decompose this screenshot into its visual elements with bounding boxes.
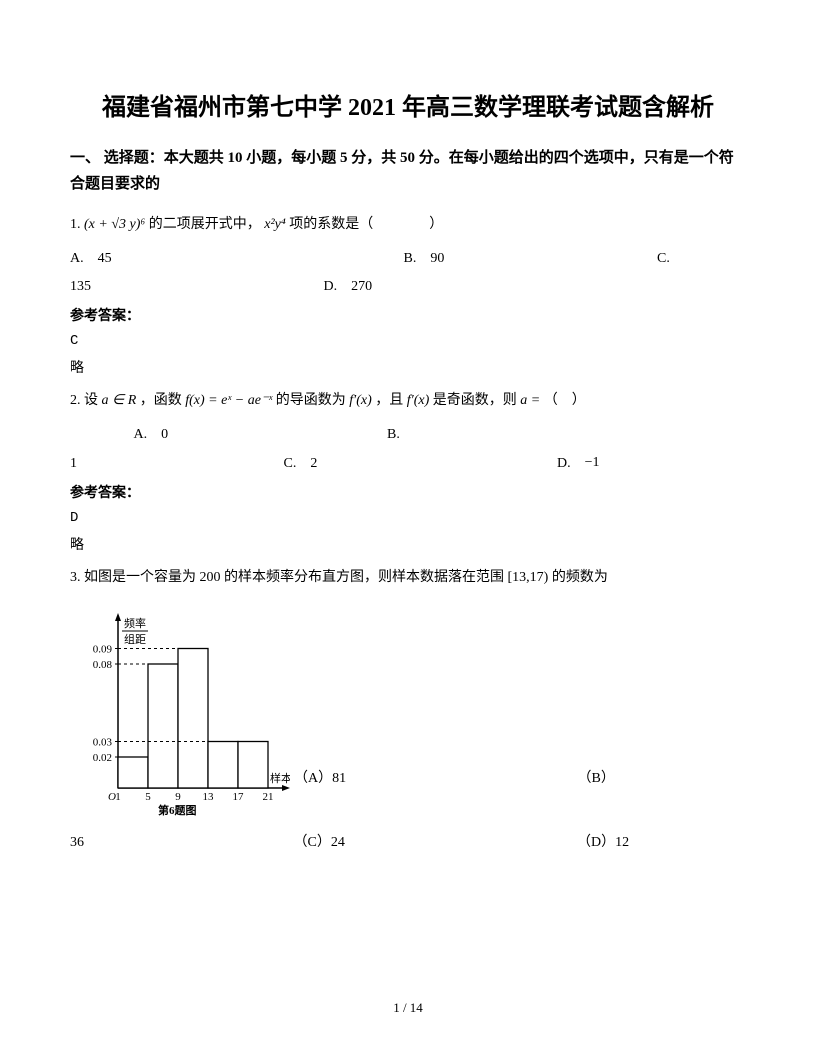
svg-text:13: 13 xyxy=(203,791,215,803)
svg-text:频率: 频率 xyxy=(124,616,146,630)
q2-t6: （ ） xyxy=(544,393,586,408)
q1-expr-left: (x + √3 y)⁶ xyxy=(84,211,145,239)
q3-chart: 频率组距 0.02 0.03 0.08 0.09 1 5 9 13 17 21 O 样本数据第6题图 xyxy=(70,606,290,826)
q1-brief: 略 xyxy=(70,357,746,377)
q1-optB: B. 90 xyxy=(404,245,654,273)
q3-num: 3. xyxy=(70,570,81,585)
q3-optD: （D）12 xyxy=(577,835,629,850)
q2-expr-fp: f′(x) xyxy=(349,387,372,415)
svg-text:0.09: 0.09 xyxy=(93,643,113,655)
page-title: 福建省福州市第七中学 2021 年高三数学理联考试题含解析 xyxy=(70,90,746,126)
svg-text:0.02: 0.02 xyxy=(93,752,112,764)
q2-options-row2: 1 C. 2 D. −1 xyxy=(70,449,746,477)
q1-answer-label: 参考答案： xyxy=(70,305,746,325)
q1-optD: D. 270 xyxy=(324,273,373,301)
q2-optB: B. xyxy=(387,421,400,449)
page-footer: 1 / 14 xyxy=(0,1000,816,1016)
svg-text:0.08: 0.08 xyxy=(93,659,113,671)
q2-optC: C. 2 xyxy=(284,450,554,478)
q2-t1: 设 xyxy=(81,393,99,408)
q2-optD: D. xyxy=(557,450,585,478)
q1-mid: 的二项展开式中， xyxy=(149,217,261,232)
q2-expr-f: f(x) = eˣ − ae⁻ˣ xyxy=(185,387,272,415)
q2-answer-label: 参考答案： xyxy=(70,482,746,502)
q2-expr-aeq: a = xyxy=(520,387,540,415)
q2-t2: ，函数 xyxy=(140,393,182,408)
q1-optC2: 135 xyxy=(70,273,320,301)
q3-optA: （A）81 xyxy=(294,766,574,791)
q3-optB: （B） xyxy=(578,771,615,786)
question-1: 1. (x + √3 y)⁶ 的二项展开式中， x²y⁴ 项的系数是（ ） xyxy=(70,211,746,239)
svg-text:O: O xyxy=(108,791,116,803)
svg-text:9: 9 xyxy=(175,791,181,803)
q1-num: 1. xyxy=(70,217,81,232)
q2-optB2: 1 xyxy=(70,450,280,478)
svg-text:组距: 组距 xyxy=(124,632,146,646)
q1-optA: A. 45 xyxy=(70,245,400,273)
question-3: 3. 如图是一个容量为 200 的样本频率分布直方图，则样本数据落在范围 [13… xyxy=(70,564,746,592)
svg-text:5: 5 xyxy=(145,791,151,803)
q2-optD-val: −1 xyxy=(585,449,600,477)
q2-t5: 是奇函数，则 xyxy=(433,393,517,408)
q1-optC: C. xyxy=(657,245,670,273)
q2-expr-a: a ∈ R xyxy=(102,387,137,415)
q3-optC: （C）24 xyxy=(294,830,574,855)
q3-text2: 的频数为 xyxy=(552,570,608,585)
q2-options-row1: A. 0 B. xyxy=(70,421,746,449)
q3-text1: 如图是一个容量为 200 的样本频率分布直方图，则样本数据落在范围 xyxy=(81,570,505,585)
q1-expr-right: x²y⁴ xyxy=(264,211,286,239)
section-header: 一、 选择题：本大题共 10 小题，每小题 5 分，共 50 分。在每小题给出的… xyxy=(70,146,746,197)
q3-opt-row1: （A）81 （B） xyxy=(294,766,734,791)
q2-num: 2. xyxy=(70,393,81,408)
q1-options-row2: 135 D. 270 xyxy=(70,273,746,301)
question-2: 2. 设 a ∈ R ，函数 f(x) = eˣ − ae⁻ˣ 的导函数为 f′… xyxy=(70,387,746,415)
q2-optA: A. 0 xyxy=(134,421,384,449)
svg-text:1: 1 xyxy=(115,791,121,803)
svg-text:样本数据: 样本数据 xyxy=(270,771,290,785)
q2-t4: ，且 xyxy=(375,393,403,408)
q2-brief: 略 xyxy=(70,534,746,554)
q1-options-row1: A. 45 B. 90 C. xyxy=(70,245,746,273)
q3-optB2: 36 xyxy=(70,830,290,855)
q1-answer: C xyxy=(70,333,746,349)
q2-expr-fp2: f′(x) xyxy=(407,387,430,415)
svg-text:第6题图: 第6题图 xyxy=(158,803,197,817)
q3-interval: [13,17) xyxy=(508,564,549,592)
q2-t3: 的导函数为 xyxy=(276,393,346,408)
svg-text:21: 21 xyxy=(263,791,274,803)
q1-end: 项的系数是（ ） xyxy=(289,217,443,232)
q3-opt-row2: 36 （C）24 （D）12 xyxy=(70,830,746,855)
q2-answer: D xyxy=(70,510,746,526)
svg-text:0.03: 0.03 xyxy=(93,736,113,748)
q3-row: 频率组距 0.02 0.03 0.08 0.09 1 5 9 13 17 21 O 样本数据第6题图 （… xyxy=(70,598,746,830)
svg-text:17: 17 xyxy=(233,791,245,803)
